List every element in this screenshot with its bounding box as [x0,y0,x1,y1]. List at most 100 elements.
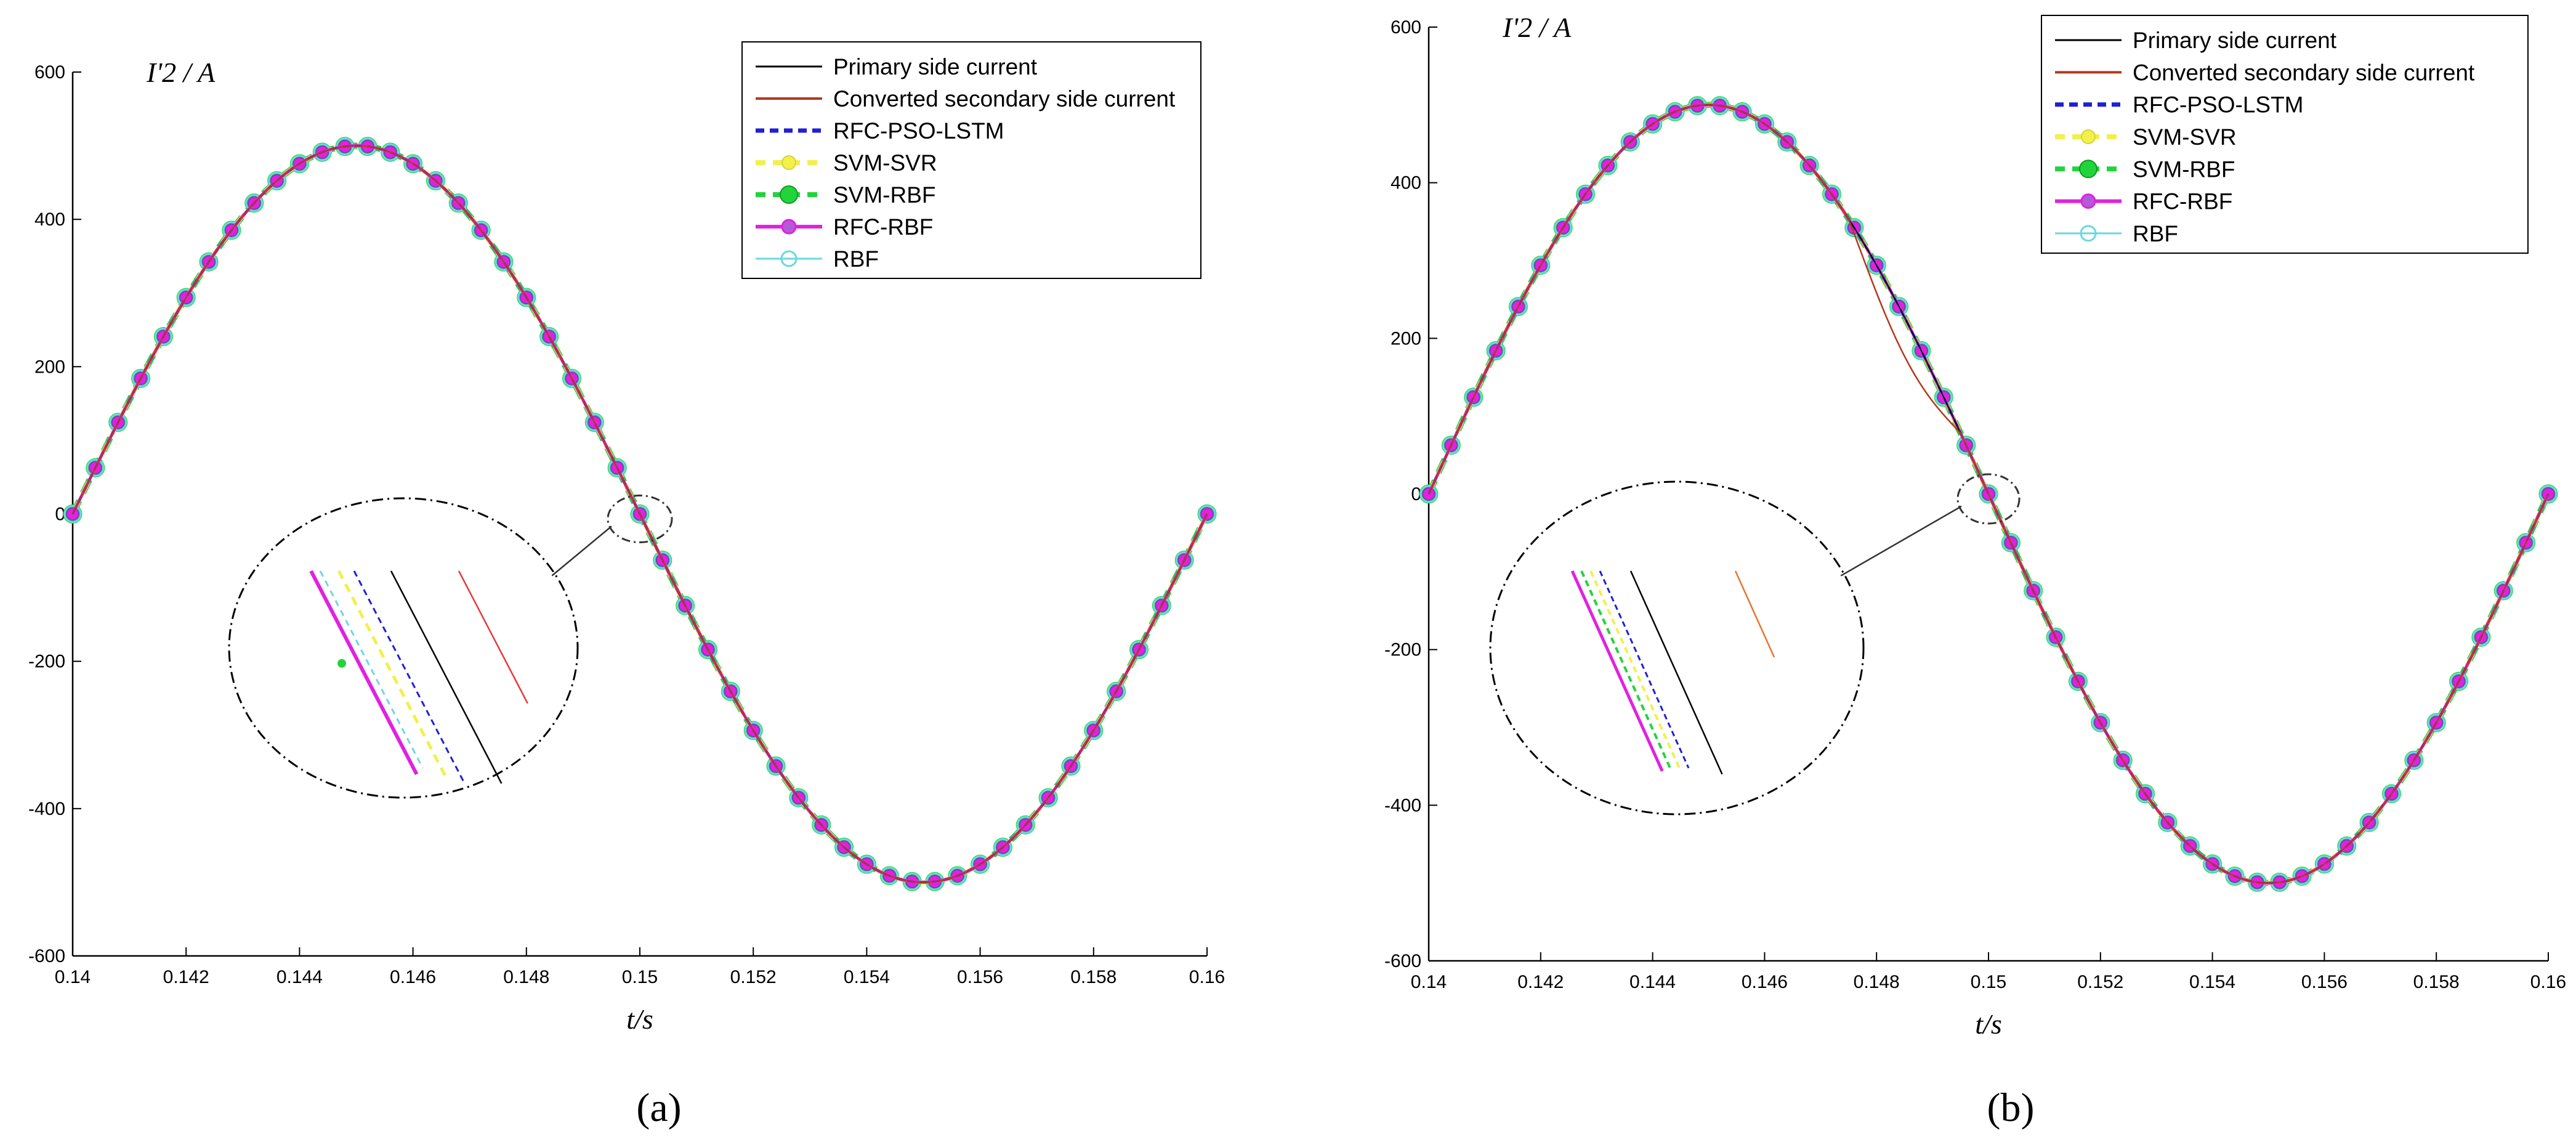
zoom-primary [390,570,503,784]
legend-item: RFC-RBF [756,214,933,240]
data-point [744,721,762,740]
legend-item: RFC-PSO-LSTM [2055,92,2304,118]
zoom-rbf [319,570,424,769]
data-point [449,194,467,212]
data-point [1152,596,1171,615]
data-point [245,194,264,212]
y-tick-label: 200 [34,357,65,377]
data-point [1509,297,1527,316]
data-point [1016,815,1035,834]
data-point [1442,436,1460,455]
zoom-svm-svr [1589,570,1681,769]
data-point [562,369,581,387]
data-point [2338,837,2356,856]
y-tick-label: -400 [28,799,65,819]
legend-item: RFC-PSO-LSTM [756,118,1004,144]
data-point [1107,682,1126,701]
zoom-svm-rbf [1580,570,1671,769]
legend-item: RFC-RBF [2055,189,2232,214]
data-point [1039,788,1057,807]
x-axis-label: t/s [626,1003,653,1035]
data-point [2315,855,2333,873]
y-axis-label: I'2 / A [146,57,216,88]
legend-label: RFC-RBF [2133,189,2232,214]
data-point [857,855,876,873]
x-tick-label: 0.15 [622,967,658,987]
data-point [381,143,400,161]
zoom-rfc-pso-lstm [1599,570,1690,769]
series-line-secondary [71,145,1208,883]
data-point [1867,256,1886,275]
legend-item: SVM-SVR [2055,124,2237,150]
legend-item: RBF [2055,221,2178,246]
x-tick-label: 0.14 [55,967,91,987]
data-point [1755,115,1774,133]
y-tick-label: -400 [1384,795,1421,815]
data-point [2136,785,2155,803]
data-point [1577,185,1595,203]
legend-marker [2079,160,2098,179]
data-point [2046,628,2065,647]
data-point [2405,751,2423,769]
x-tick-label: 0.144 [277,967,323,987]
x-tick-label: 0.156 [957,967,1003,987]
data-point [1733,103,1751,121]
data-point [495,253,513,271]
data-point [971,855,990,873]
y-tick-label: -200 [28,652,65,672]
legend-item: Primary side current [756,54,1038,79]
x-tick-label: 0.16 [2530,972,2566,992]
zoom-svm-svr [337,570,448,779]
zoom-region-marker [1956,473,2021,525]
legend-marker [781,155,796,170]
data-point [1554,219,1572,237]
y-tick-label: -600 [1384,951,1421,971]
data-point [608,459,626,477]
data-point [268,171,286,190]
legend-label: SVM-SVR [833,150,937,176]
legend-label: SVM-RBF [2133,156,2235,182]
legend-marker [2080,225,2097,242]
data-point [2069,672,2087,690]
data-point [812,815,831,834]
zoom-inset [228,497,579,799]
data-point [1934,388,1953,407]
data-point [2450,672,2468,690]
data-point [200,253,218,271]
data-point [1198,505,1216,523]
x-tick-label: 0.14 [1411,972,1447,992]
data-point [948,867,967,885]
data-point [426,171,445,190]
legend-marker [2081,129,2096,144]
legend-label: SVM-SVR [2133,124,2237,150]
data-point [699,641,717,659]
legend-label: SVM-RBF [833,182,936,208]
legend-marker [781,219,797,235]
y-tick-label: 600 [1391,17,1421,38]
x-tick-label: 0.16 [1189,967,1225,987]
x-tick-label: 0.148 [503,967,549,987]
x-tick-label: 0.148 [1854,972,1900,992]
y-tick-label: -200 [1384,640,1421,660]
data-point [2427,713,2445,732]
legend: Primary side current Converted secondary … [2041,15,2529,254]
data-point [2360,813,2378,831]
data-point [1464,388,1483,407]
x-tick-label: 0.146 [390,967,436,987]
panel-caption: (a) [636,1085,681,1130]
data-point [585,413,604,432]
legend-item: SVM-RBF [2055,156,2235,182]
data-point [404,155,422,173]
legend-item: Primary side current [2055,28,2337,53]
data-point [177,288,195,307]
series-line-secondary [1427,104,2550,884]
zoom-rfc-rbf [309,570,419,775]
data-point [1487,341,1505,360]
y-tick-label: 600 [34,62,65,83]
data-point [2293,867,2311,885]
x-tick-label: 0.156 [2301,972,2348,992]
legend-marker [780,250,797,267]
series-markers-rbf [1419,97,2558,891]
